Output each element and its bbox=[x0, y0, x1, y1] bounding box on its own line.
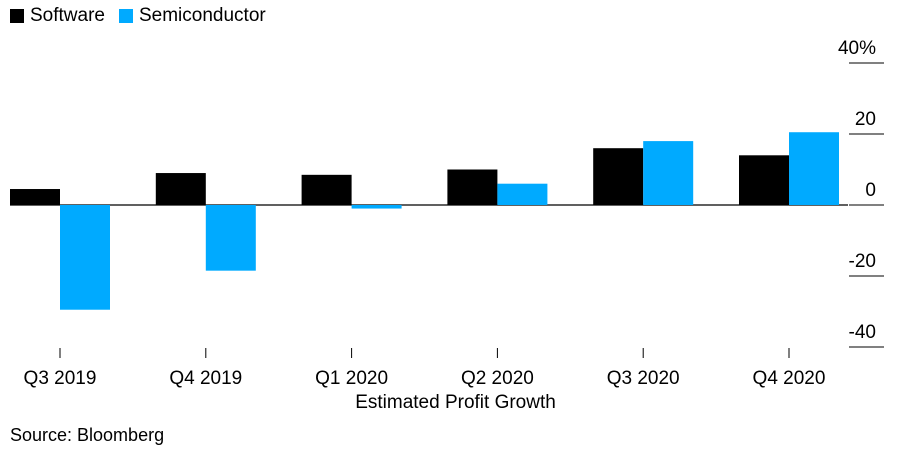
x-tick-label: Q3 2019 bbox=[24, 368, 97, 389]
bar-software-q4-2020 bbox=[739, 155, 789, 205]
legend-swatch-semiconductor bbox=[118, 9, 133, 23]
y-tick-label: 20 bbox=[855, 109, 876, 130]
bar-software-q1-2020 bbox=[301, 174, 352, 205]
bar-semiconductor-q3-2020 bbox=[643, 141, 694, 205]
y-tick-label: -40 bbox=[849, 322, 876, 343]
bar-semiconductor-q1-2020 bbox=[351, 205, 402, 209]
legend-label-semiconductor: Semiconductor bbox=[138, 5, 266, 26]
bar-semiconductor-q2-2020 bbox=[497, 183, 548, 205]
legend-label-software: Software bbox=[30, 5, 105, 26]
bar-software-q3-2020 bbox=[593, 148, 644, 205]
x-tick-label: Q3 2020 bbox=[607, 368, 680, 389]
legend-swatch-software bbox=[10, 9, 24, 23]
x-axis-title: Estimated Profit Growth bbox=[355, 392, 556, 413]
legend-item-software: Software bbox=[10, 5, 105, 27]
source-note: Source: Bloomberg bbox=[10, 425, 165, 445]
x-tick-label: Q1 2020 bbox=[315, 368, 388, 389]
x-tick-label: Q4 2020 bbox=[753, 368, 826, 389]
bar-software-q3-2019 bbox=[10, 189, 60, 205]
y-tick-label: 0 bbox=[865, 180, 876, 201]
bar-semiconductor-q4-2019 bbox=[205, 205, 256, 271]
bar-semiconductor-q4-2020 bbox=[789, 132, 839, 205]
y-tick-label: 40% bbox=[838, 38, 876, 59]
bar-software-q2-2020 bbox=[447, 169, 498, 205]
legend-item-semiconductor: Semiconductor bbox=[118, 5, 266, 27]
bar-software-q4-2019 bbox=[155, 173, 206, 205]
legend: Software Semiconductor bbox=[10, 5, 280, 27]
x-tick-label: Q2 2020 bbox=[461, 368, 534, 389]
x-tick-label: Q4 2019 bbox=[169, 368, 242, 389]
bar-semiconductor-q3-2019 bbox=[60, 205, 110, 310]
y-tick-label: -20 bbox=[849, 251, 876, 272]
